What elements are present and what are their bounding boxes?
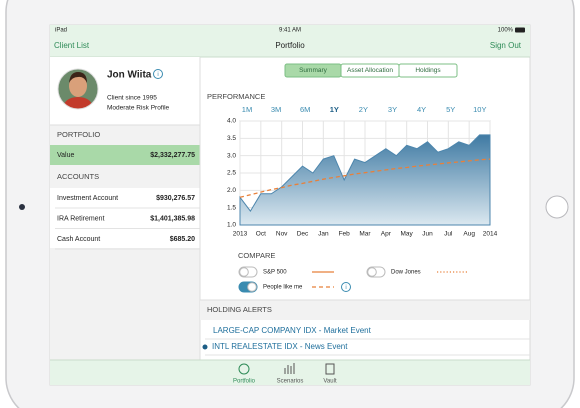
tab-icon (238, 363, 250, 375)
camera (19, 204, 25, 210)
segment-label: Holdings (415, 67, 441, 74)
x-tick-label: Jun (422, 231, 433, 238)
y-tick-label: 2.5 (227, 170, 236, 177)
segment-label: Asset Allocation (347, 67, 393, 74)
info-glyph: i (157, 72, 158, 78)
avatar (58, 69, 98, 109)
back-button[interactable]: Client List (54, 41, 90, 50)
x-tick-label: May (401, 231, 414, 238)
info-glyph: i (345, 285, 346, 291)
client-since: Client since 1995 (107, 95, 157, 102)
account-amount: $930,276.57 (156, 195, 195, 202)
range-button[interactable]: 10Y (473, 105, 486, 114)
x-tick-label: Jan (318, 231, 329, 238)
value-amount: $2,332,277.75 (150, 152, 195, 159)
area (239, 134, 491, 226)
x-tick-label: 2013 (233, 231, 248, 238)
tab-icon (284, 363, 295, 374)
segment-label: Summary (299, 67, 328, 74)
x-tick-label: 2014 (483, 231, 498, 238)
section-header: HOLDING ALERTS (207, 305, 272, 314)
range-button[interactable]: 1M (242, 105, 252, 114)
y-tick-label: 3.0 (227, 152, 236, 159)
range-button[interactable]: 3Y (388, 105, 397, 114)
accounts-list (50, 188, 200, 248)
y-tick-label: 3.5 (227, 135, 236, 142)
unread-dot (202, 344, 208, 350)
segment-tab[interactable] (398, 63, 458, 78)
avatar-ring (57, 68, 99, 110)
range-button[interactable]: 6M (300, 105, 310, 114)
home-button[interactable] (545, 195, 569, 219)
status-device: iPad (55, 28, 67, 34)
toggle-knob (247, 282, 257, 292)
range-button[interactable]: 1Y (330, 105, 339, 114)
y-tick-label: 1.5 (227, 204, 236, 211)
risk-profile: Moderate Risk Profile (107, 105, 170, 112)
section-header: PORTFOLIO (57, 130, 100, 139)
battery-icon (515, 27, 525, 33)
legend-label: Dow Jones (391, 270, 421, 276)
tab-bar (50, 360, 530, 385)
range-button[interactable]: 3M (271, 105, 281, 114)
client-name: Jon Wiita (107, 70, 152, 81)
value-row[interactable] (50, 145, 200, 165)
x-tick-label: Nov (276, 231, 288, 238)
range-button[interactable]: 5Y (446, 105, 455, 114)
tab-label[interactable]: Scenarios (277, 379, 304, 385)
account-amount: $685.20 (170, 236, 195, 243)
compare-title: COMPARE (238, 251, 275, 260)
alert-link[interactable]: LARGE-CAP COMPANY IDX - Market Event (213, 326, 372, 335)
y-tick-label: 2.0 (227, 187, 236, 194)
x-tick-label: Apr (381, 231, 392, 238)
info-icon[interactable] (341, 282, 351, 292)
x-tick-label: Feb (339, 231, 351, 238)
range-button[interactable]: 4Y (417, 105, 426, 114)
legend-label: S&P 500 (263, 270, 287, 276)
y-tick-label: 4.0 (227, 118, 236, 125)
status-time: 9:41 AM (279, 28, 301, 34)
y-tick-label: 1.0 (227, 222, 236, 229)
account-name: IRA Retirement (57, 215, 105, 222)
nav-bar (50, 25, 530, 57)
tab-label[interactable]: Portfolio (233, 379, 256, 385)
chart-title: PERFORMANCE (207, 92, 265, 101)
section-header: ACCOUNTS (57, 172, 99, 181)
legend-label: People like me (263, 285, 303, 291)
toggle-knob (367, 267, 377, 277)
x-tick-label: Jul (444, 231, 453, 238)
tab-label[interactable]: Vault (323, 379, 337, 385)
nav-title: Portfolio (275, 41, 305, 50)
x-tick-label: Mar (359, 231, 371, 238)
account-name: Cash Account (57, 236, 100, 243)
account-amount: $1,401,385.98 (150, 215, 195, 222)
x-tick-label: Aug (463, 231, 475, 238)
alerts-header-bg (200, 300, 530, 320)
x-tick-label: Oct (256, 231, 266, 238)
toggle-knob (239, 267, 249, 277)
value-label: Value (57, 152, 74, 159)
alert-link[interactable]: INTL REALESTATE IDX - News Event (212, 342, 348, 351)
info-icon[interactable] (153, 69, 163, 79)
tab-icon (325, 363, 335, 375)
account-name: Investment Account (57, 195, 118, 202)
status-battery: 100% (498, 28, 514, 34)
sign-out-button[interactable]: Sign Out (490, 41, 522, 50)
range-button[interactable]: 2Y (359, 105, 368, 114)
trend-line (239, 158, 491, 198)
x-tick-label: Dec (297, 231, 309, 238)
